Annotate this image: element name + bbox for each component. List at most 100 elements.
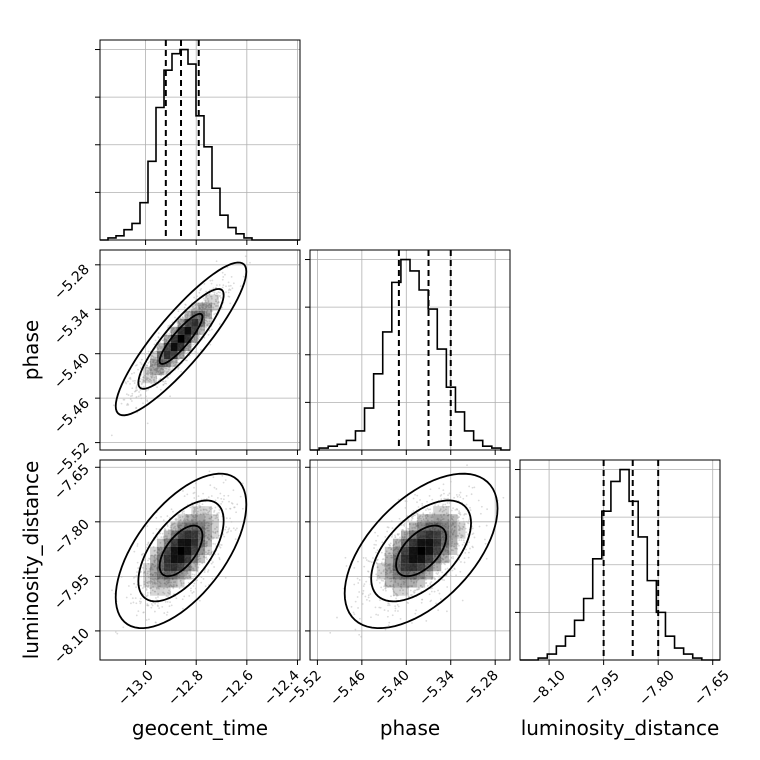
scatter-point	[424, 509, 427, 511]
scatter-point	[110, 434, 113, 437]
scatter-point	[458, 525, 461, 528]
scatter-point	[143, 374, 146, 377]
scatter-point	[212, 287, 215, 290]
scatter-point	[139, 597, 142, 600]
scatter-point	[187, 314, 189, 317]
scatter-point	[205, 303, 207, 306]
scatter-point	[438, 510, 441, 513]
contour-line	[137, 499, 225, 603]
density-cell	[150, 367, 157, 376]
density-cell	[457, 522, 466, 531]
scatter-point	[452, 524, 454, 526]
scatter-point	[219, 546, 222, 549]
density-cell	[177, 579, 185, 588]
scatter-point	[166, 515, 169, 517]
scatter-point	[437, 575, 440, 578]
scatter-point	[227, 528, 230, 531]
scatter-point	[151, 582, 154, 585]
scatter-point	[445, 505, 448, 508]
density-cell	[150, 359, 157, 368]
scatter-point	[173, 365, 175, 367]
scatter-point	[129, 376, 132, 379]
scatter-point	[143, 376, 146, 379]
histogram-geocent_time	[100, 48, 300, 241]
scatter-point	[388, 563, 390, 566]
scatter-point	[167, 591, 169, 594]
scatter-point	[361, 603, 364, 605]
scatter-point	[416, 501, 418, 504]
scatter-point	[193, 491, 196, 494]
scatter-point	[369, 593, 372, 595]
scatter-point	[184, 303, 187, 306]
scatter-point	[413, 514, 416, 517]
density-cell	[143, 375, 151, 384]
scatter-point	[362, 589, 365, 592]
density-cell	[177, 334, 185, 343]
scatter-point	[206, 309, 209, 312]
scatter-point	[195, 559, 198, 561]
scatter-point	[376, 549, 379, 552]
scatter-point	[408, 523, 411, 525]
scatter-point	[149, 361, 152, 363]
scatter-point	[194, 587, 197, 590]
scatter-point	[458, 510, 460, 513]
density-cell	[417, 538, 426, 547]
scatter-point	[422, 512, 425, 515]
scatter-point	[456, 514, 459, 517]
scatter-point	[154, 583, 157, 585]
scatter-point	[399, 540, 401, 543]
scatter-point	[186, 345, 189, 348]
scatter-point	[184, 578, 186, 580]
scatter-point	[167, 529, 170, 532]
scatter-point	[390, 520, 393, 523]
scatter-point	[402, 529, 404, 531]
scatter-point	[155, 597, 157, 599]
scatter-point	[454, 535, 457, 538]
scatter-point	[146, 399, 149, 402]
scatter-point	[193, 562, 196, 565]
scatter-point	[141, 587, 144, 589]
scatter-point	[162, 591, 165, 594]
scatter-point	[384, 559, 387, 561]
scatter-point	[208, 510, 211, 513]
x-tick-label: −7.95	[581, 668, 623, 710]
density-cell	[205, 514, 212, 523]
scatter-point	[148, 378, 151, 381]
scatter-point	[194, 506, 196, 509]
scatter-point	[414, 493, 416, 496]
scatter-point	[198, 335, 200, 337]
scatter-point	[412, 590, 415, 593]
scatter-point	[416, 512, 419, 515]
density-cell	[191, 554, 199, 564]
scatter-point	[163, 582, 166, 585]
scatter-point	[459, 491, 462, 494]
scatter-point	[154, 610, 156, 613]
scatter-point	[153, 379, 155, 382]
panel-frame	[99, 39, 301, 241]
scatter-point	[166, 586, 169, 589]
density-cell	[150, 350, 157, 360]
scatter-point	[199, 304, 202, 307]
scatter-point	[418, 515, 421, 518]
scatter-point	[422, 577, 425, 580]
scatter-point	[486, 508, 489, 511]
contour-line	[158, 312, 204, 365]
scatter-point	[195, 555, 198, 558]
density-cell	[392, 579, 401, 588]
scatter-point	[164, 601, 167, 603]
density-cell	[441, 506, 450, 515]
scatter-point	[402, 583, 405, 585]
scatter-point	[224, 576, 227, 579]
scatter-point	[387, 552, 390, 555]
scatter-point	[378, 569, 381, 572]
scatter-point	[193, 582, 196, 585]
scatter-point	[392, 594, 395, 597]
scatter-point	[192, 591, 195, 593]
scatter-point	[178, 587, 181, 590]
scatter-point	[460, 539, 463, 542]
density-cell	[156, 587, 164, 596]
density-cell	[441, 546, 450, 555]
scatter-point	[211, 519, 214, 522]
scatter-point	[429, 508, 432, 511]
scatter-point	[426, 507, 429, 510]
